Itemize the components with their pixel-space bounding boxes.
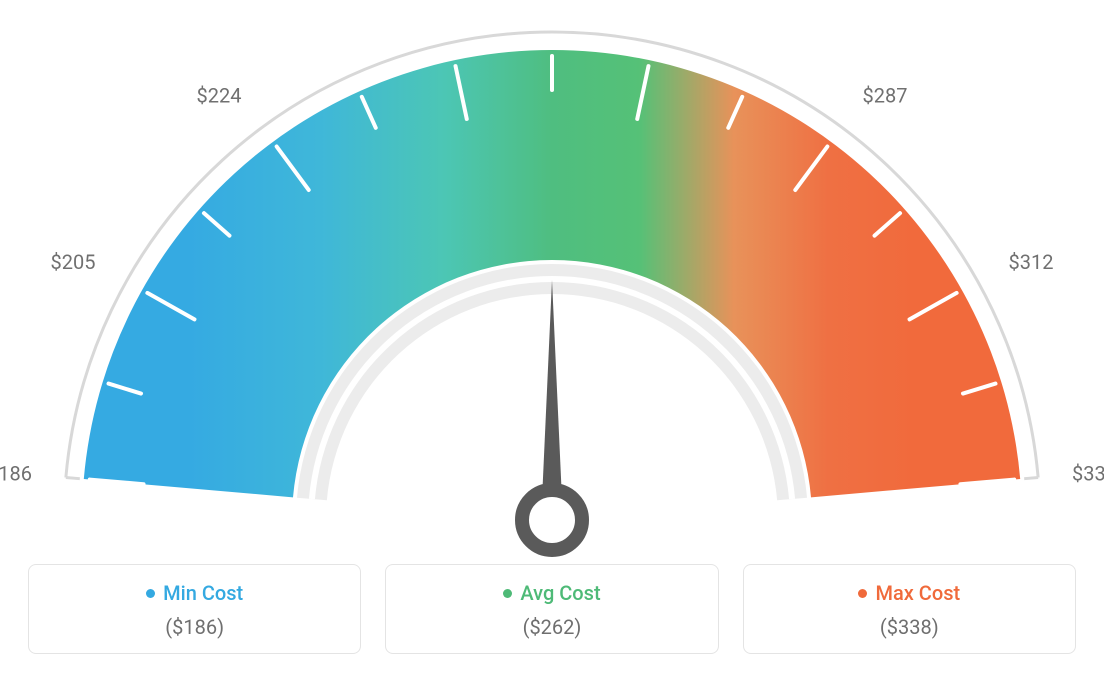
min-cost-label-row: Min Cost xyxy=(41,581,348,605)
gauge-tick-label: $205 xyxy=(50,250,95,274)
avg-cost-label-row: Avg Cost xyxy=(398,581,705,605)
gauge-tick-label: $224 xyxy=(197,83,242,107)
avg-cost-label: Avg Cost xyxy=(520,581,600,605)
gauge-svg: $186 $205 $224 $262 $287 $312 $338 xyxy=(0,0,1104,560)
max-cost-label-row: Max Cost xyxy=(756,581,1063,605)
gauge-tick-label: $186 xyxy=(0,462,32,486)
gauge-tick-label: $287 xyxy=(862,83,907,107)
max-cost-dot xyxy=(858,589,867,598)
gauge-tick-label: $312 xyxy=(1009,250,1054,274)
avg-cost-dot xyxy=(503,589,512,598)
gauge-outer-ring-cap xyxy=(66,477,80,478)
gauge-tick-label: $338 xyxy=(1072,462,1104,486)
min-cost-card: Min Cost ($186) xyxy=(28,564,361,654)
min-cost-label: Min Cost xyxy=(163,581,243,605)
max-cost-card: Max Cost ($338) xyxy=(743,564,1076,654)
min-cost-value: ($186) xyxy=(41,615,348,639)
gauge-outer-ring-cap xyxy=(1024,477,1038,478)
cost-gauge: $186 $205 $224 $262 $287 $312 $338 xyxy=(0,0,1104,560)
gauge-tick-label: $262 xyxy=(530,0,575,1)
gauge-needle-hub xyxy=(522,490,582,550)
cost-summary-cards: Min Cost ($186) Avg Cost ($262) Max Cost… xyxy=(0,564,1104,654)
min-cost-dot xyxy=(146,589,155,598)
max-cost-label: Max Cost xyxy=(875,581,960,605)
avg-cost-value: ($262) xyxy=(398,615,705,639)
max-cost-value: ($338) xyxy=(756,615,1063,639)
avg-cost-card: Avg Cost ($262) xyxy=(385,564,718,654)
